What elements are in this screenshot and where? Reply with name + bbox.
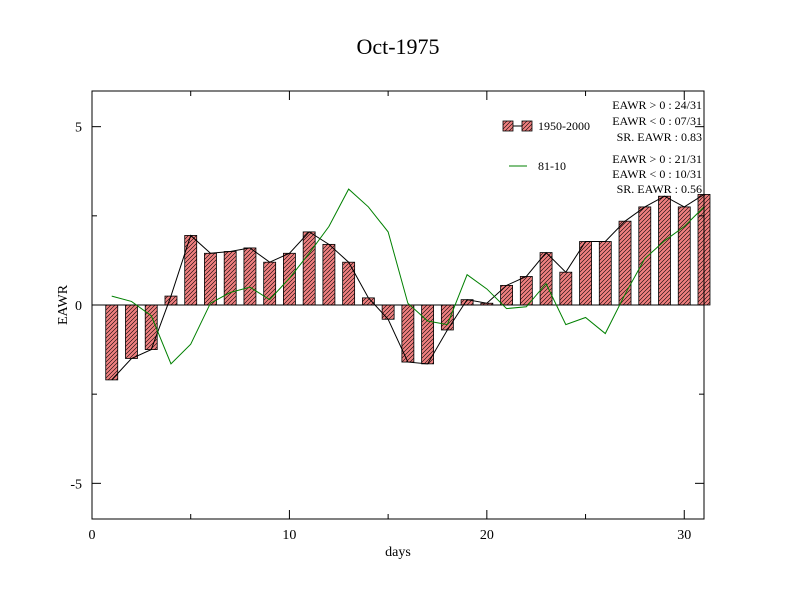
bar-day-12 [322, 243, 336, 306]
bar-day-6 [204, 252, 217, 306]
bar-day-30 [677, 206, 691, 306]
x-tick-label-0: 0 [89, 528, 96, 543]
bar-day-28 [638, 206, 652, 306]
stats-81-10-line-2: EAWR < 0 : 10/31 [612, 167, 702, 181]
bar-day-27 [618, 220, 632, 306]
legend: 1950-2000 81-10 EAWR > 0 : 24/31 EAWR < … [502, 98, 702, 196]
bar-day-18 [440, 304, 454, 331]
axes: 0 10 20 30 -5 0 5 [70, 91, 704, 543]
x-tick-label-20: 20 [480, 528, 494, 543]
bar-day-21 [500, 284, 513, 306]
stats-1950-2000-line-2: EAWR < 0 : 07/31 [612, 114, 702, 128]
bar-day-1 [105, 304, 119, 381]
bar-day-29 [658, 195, 671, 306]
bar-day-5 [184, 235, 198, 306]
bar-day-11 [302, 231, 316, 306]
stats-81-10-line-3: SR. EAWR : 0.56 [617, 182, 702, 196]
stats-81-10-line-1: EAWR > 0 : 21/31 [612, 152, 702, 166]
bar-day-23 [539, 252, 553, 306]
bar-day-24 [559, 271, 573, 306]
chart-title: Oct-1975 [356, 34, 439, 59]
y-axis-label: EAWR [56, 284, 71, 325]
stats-1950-2000-line-3: SR. EAWR : 0.83 [617, 130, 702, 144]
bar-day-14 [361, 297, 375, 306]
legend-label-1950-2000: 1950-2000 [538, 119, 590, 133]
x-tick-label-30: 30 [677, 528, 691, 543]
bar-day-15 [381, 304, 395, 320]
bar-day-10 [283, 252, 296, 306]
bar-day-8 [243, 247, 257, 306]
y-tick-label-0: 0 [75, 299, 82, 314]
stats-1950-2000-line-1: EAWR > 0 : 24/31 [612, 98, 702, 112]
bar-day-26 [598, 241, 612, 306]
legend-label-81-10: 81-10 [538, 159, 566, 173]
bar-day-3 [144, 304, 158, 350]
bar-day-13 [342, 261, 356, 306]
bar-day-25 [579, 241, 592, 306]
bar-day-2 [125, 304, 138, 359]
legend-bar-swatch-right [521, 120, 533, 132]
bar-day-17 [421, 304, 435, 365]
legend-bar-swatch-left [502, 120, 514, 132]
y-tick-label--5: -5 [70, 477, 82, 492]
series-1950-2000-line [111, 194, 705, 381]
plot-area [92, 188, 711, 381]
x-axis-label: days [385, 545, 411, 560]
series-81-10-line [111, 188, 705, 365]
y-tick-label-5: 5 [75, 121, 82, 136]
x-tick-label-10: 10 [282, 528, 296, 543]
bar-day-22 [519, 276, 533, 306]
bar-day-9 [263, 261, 277, 306]
bar-day-7 [223, 251, 237, 306]
